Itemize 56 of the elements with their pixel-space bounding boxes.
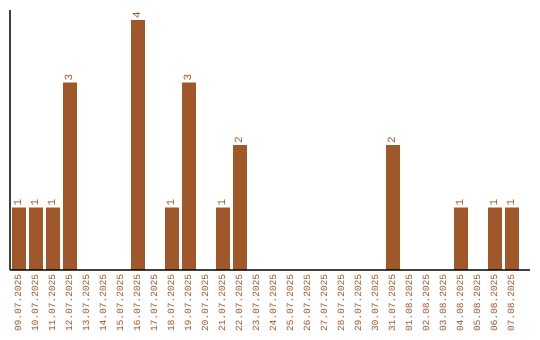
- x-tick-label: 22.07.2025: [234, 274, 245, 332]
- data-label: 4: [132, 11, 144, 18]
- bar: [46, 208, 60, 270]
- data-label: 1: [30, 198, 42, 206]
- x-tick-label: 04.08.2025: [455, 274, 466, 332]
- data-label: 1: [166, 198, 178, 206]
- data-label: 1: [13, 198, 25, 206]
- x-tick-label: 13.07.2025: [81, 274, 92, 332]
- data-label: 3: [64, 74, 76, 80]
- data-label: 3: [183, 74, 195, 80]
- x-tick-label: 25.07.2025: [285, 274, 296, 332]
- bar: [505, 208, 519, 270]
- x-tick-label: 20.07.2025: [200, 274, 211, 332]
- x-tick-label: 12.07.2025: [64, 274, 75, 332]
- data-label: 2: [234, 136, 246, 143]
- x-tick-label: 17.07.2025: [149, 274, 160, 332]
- x-tick-label: 24.07.2025: [268, 274, 279, 332]
- bar: [165, 208, 179, 270]
- x-tick-label: 06.08.2025: [489, 274, 500, 332]
- data-label: 2: [387, 136, 399, 143]
- data-label: 1: [489, 198, 501, 206]
- x-tick-label: 14.07.2025: [98, 274, 109, 332]
- x-tick-label: 15.07.2025: [115, 274, 126, 332]
- bar: [63, 82, 77, 270]
- x-tick-label: 02.08.2025: [421, 274, 432, 332]
- bar: [233, 145, 247, 270]
- data-label: 1: [47, 198, 59, 206]
- data-label: 1: [455, 198, 467, 206]
- data-label: 1: [506, 198, 518, 206]
- x-tick-label: 23.07.2025: [251, 274, 262, 332]
- x-tick-label: 29.07.2025: [353, 274, 364, 332]
- x-tick-label: 26.07.2025: [302, 274, 313, 332]
- x-tick-label: 01.08.2025: [404, 274, 415, 332]
- x-tick-label: 03.08.2025: [438, 274, 449, 332]
- x-tick-label: 28.07.2025: [336, 274, 347, 332]
- x-tick-label: 16.07.2025: [132, 274, 143, 332]
- x-tick-label: 30.07.2025: [370, 274, 381, 332]
- x-tick-label: 11.07.2025: [47, 274, 58, 332]
- x-tick-label: 21.07.2025: [217, 274, 228, 332]
- x-tick-label: 27.07.2025: [319, 274, 330, 332]
- bar: [216, 208, 230, 270]
- bar: [131, 20, 145, 270]
- data-label: 1: [217, 198, 229, 206]
- x-tick-label: 05.08.2025: [472, 274, 483, 332]
- bar: [29, 208, 43, 270]
- x-tick-label: 31.07.2025: [387, 274, 398, 332]
- bar: [488, 208, 502, 270]
- x-tick-label: 18.07.2025: [166, 274, 177, 332]
- x-tick-label: 07.08.2025: [506, 274, 517, 332]
- x-tick-label: 10.07.2025: [30, 274, 41, 332]
- x-tick-label: 09.07.2025: [13, 274, 24, 332]
- bar: [182, 82, 196, 270]
- bar: [386, 145, 400, 270]
- x-tick-label: 19.07.2025: [183, 274, 194, 332]
- bar: [12, 208, 26, 270]
- bar: [454, 208, 468, 270]
